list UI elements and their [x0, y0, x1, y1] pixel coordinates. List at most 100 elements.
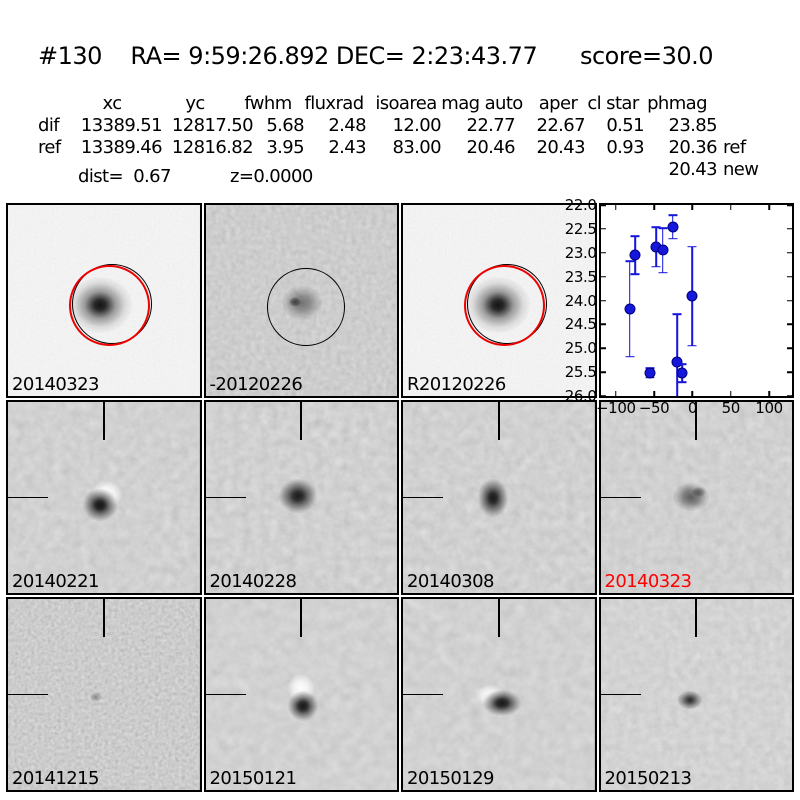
- y-tick-label: 25.0: [564, 339, 597, 358]
- crosshair-top-tick: [695, 402, 698, 440]
- x-tick-label: 100: [755, 399, 783, 417]
- photometry-row-new-phmag: 20.43 new: [0, 159, 800, 181]
- x-tick: [729, 205, 732, 210]
- data-point: [624, 303, 636, 315]
- source-blob: [677, 691, 702, 709]
- ref-mag-auto: 20.46: [466, 137, 515, 158]
- dif-phmag: 23.85: [668, 115, 717, 136]
- y-tick: [787, 323, 792, 326]
- ref-isoarea: 83.00: [392, 137, 441, 158]
- x-tick-label: 0: [687, 399, 698, 417]
- crosshair-left-tick: [8, 496, 48, 499]
- data-point: [671, 356, 683, 368]
- dif-yc: 12817.50: [171, 115, 254, 136]
- errorbar-cap: [677, 381, 687, 383]
- cutout-date-label: 20140323: [604, 571, 692, 592]
- cutout-reference-R20120226: R20120226: [401, 203, 597, 398]
- errorbar-cap: [668, 214, 677, 216]
- y-tick: [600, 205, 606, 206]
- cutout-date-label: 20150213: [604, 768, 692, 789]
- ref-fluxrad: 2.43: [328, 137, 366, 158]
- y-tick: [600, 371, 606, 373]
- source-blob: [287, 691, 318, 721]
- x-tick: [691, 205, 694, 210]
- data-point: [686, 290, 698, 302]
- y-tick-label: 24.0: [564, 291, 597, 310]
- errorbar-cap: [630, 235, 640, 237]
- y-tick: [600, 323, 606, 326]
- col-header-isoarea: isoarea: [375, 93, 437, 114]
- col-header-aper: aper: [538, 93, 578, 114]
- y-tick: [600, 252, 606, 254]
- errorbar-cap: [672, 313, 682, 316]
- x-tick-label: −50: [638, 399, 670, 417]
- dif-aper: 22.67: [536, 115, 585, 136]
- col-header-xc: xc: [102, 93, 122, 114]
- errorbar-cap: [658, 227, 668, 229]
- row-label-dif: dif: [38, 115, 60, 136]
- x-tick: [615, 391, 617, 396]
- errorbar-cap: [687, 345, 697, 347]
- errorbar-cap: [651, 265, 661, 268]
- crosshair-left-tick: [600, 496, 641, 499]
- errorbar-cap: [625, 356, 635, 358]
- y-tick-label: 22.5: [564, 219, 597, 238]
- new-phmag-suffix: new: [723, 159, 759, 180]
- aperture-circle-red: [69, 265, 150, 346]
- diff-20140228: 20140228: [203, 400, 399, 595]
- data-point: [644, 367, 656, 379]
- ref-xc: 13389.46: [80, 137, 163, 158]
- y-tick-label: 22.0: [564, 196, 597, 214]
- diff-20150121: 20150121: [203, 597, 399, 792]
- aperture-circle-black: [266, 268, 345, 346]
- diff-20140221: 20140221: [6, 400, 202, 595]
- x-tick-label: −100: [596, 399, 636, 417]
- crosshair-top-tick: [497, 402, 500, 440]
- crosshair-left-tick: [403, 693, 443, 696]
- diff-20141215: 20141215: [6, 597, 202, 792]
- diff-20150213: 20150213: [598, 597, 794, 792]
- ref-aper: 20.43: [536, 137, 585, 158]
- row-label-ref: ref: [38, 137, 61, 158]
- crosshair-top-tick: [102, 599, 105, 637]
- ref-phmag: 20.36: [668, 137, 717, 158]
- y-tick: [787, 252, 792, 254]
- crosshair-top-tick: [300, 402, 303, 440]
- ref-fwhm: 3.95: [266, 137, 304, 158]
- y-tick: [600, 395, 606, 396]
- new-phmag: 20.43: [668, 159, 717, 180]
- y-tick: [600, 347, 606, 349]
- errorbar: [676, 314, 678, 396]
- diff-20140308: 20140308: [401, 400, 597, 595]
- data-point: [629, 249, 641, 261]
- y-tick: [787, 299, 792, 302]
- crosshair-left-tick: [600, 693, 641, 696]
- cutout-date-label: 20140221: [12, 571, 99, 592]
- ref-phmag-suffix: ref: [723, 137, 746, 158]
- cutout-date-label: 20150129: [407, 768, 494, 789]
- y-tick: [600, 275, 606, 278]
- cutout-date-label: 20140323: [12, 374, 99, 395]
- data-point: [667, 221, 678, 233]
- cutout-subtraction-20120226: -20120226: [203, 203, 399, 398]
- crosshair-top-tick: [695, 599, 698, 637]
- source-blob: [278, 479, 317, 513]
- cutout-date-label: R20120226: [407, 374, 506, 395]
- y-tick: [787, 347, 792, 349]
- crosshair-left-tick: [403, 496, 443, 499]
- source-blob: [478, 479, 508, 517]
- dif-xc: 13389.51: [80, 115, 163, 136]
- errorbar-cap: [677, 363, 687, 365]
- faint-source-blob: [672, 483, 709, 511]
- redshift-value: z=0.0000: [230, 166, 313, 187]
- col-header-yc: yc: [185, 93, 205, 114]
- crosshair-left-tick: [205, 693, 246, 696]
- y-tick: [787, 395, 792, 396]
- y-tick: [787, 205, 792, 206]
- errorbar-cap: [630, 273, 640, 276]
- faint-residual-dot: [691, 487, 706, 497]
- lightcurve-plot: 22.0 22.5 23.0 23.5 24.0 24.5 25.0 25.5 26.0 −100…: [565, 196, 794, 417]
- cutout-date-label: 20140228: [209, 571, 297, 592]
- x-tick: [653, 391, 655, 396]
